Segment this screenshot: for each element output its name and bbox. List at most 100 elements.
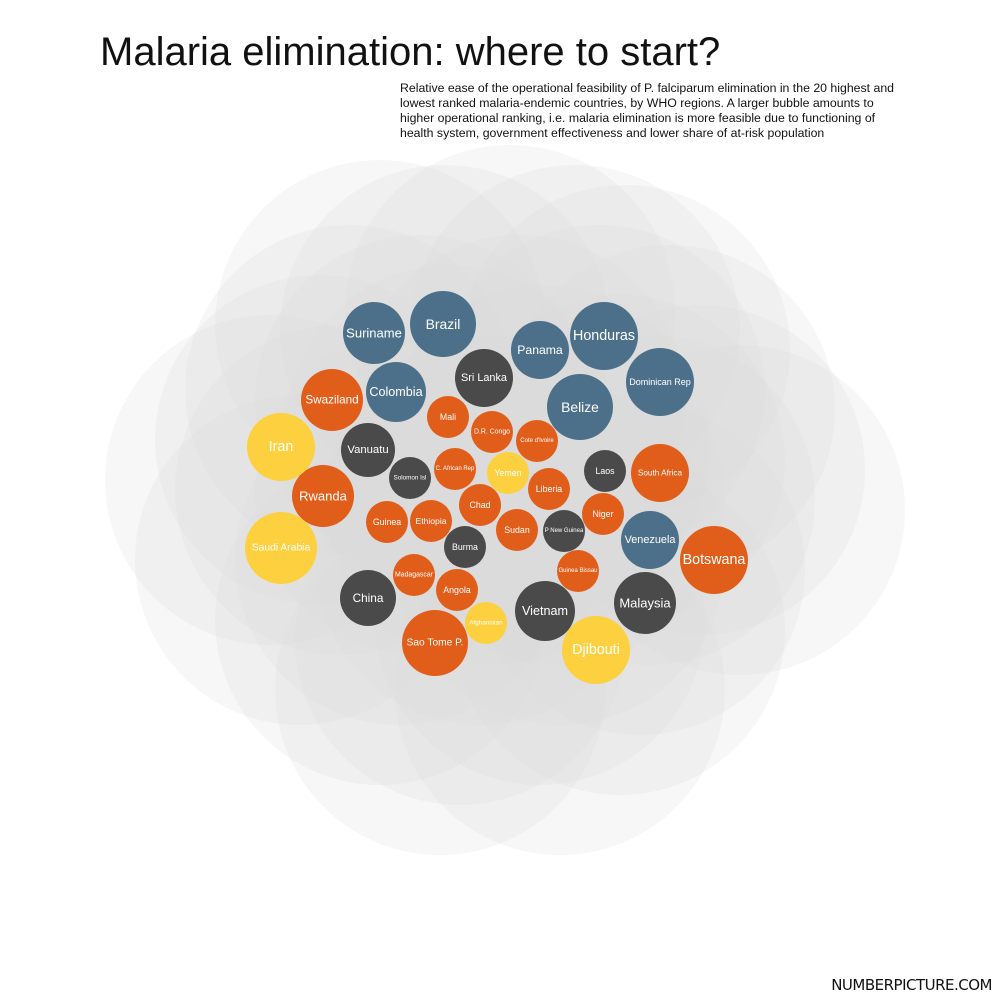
bubble-label: Venezuela [625,534,677,546]
bubble-circle [341,423,395,477]
bubble-dominican-rep: Dominican Rep [626,348,694,416]
background-circle [535,305,865,635]
bubble-circle [340,570,396,626]
bubble-circle [680,526,748,594]
bubble-circle [621,511,679,569]
bubble-label: China [353,591,384,605]
bubble-cote-d-ivoire: Cote d'Ivoire [516,420,558,462]
bubble-sudan: Sudan [496,509,538,551]
bubble-circle [459,484,501,526]
bubble-p-new-guinea: P New Guinea [543,510,585,552]
bubble-label: Honduras [573,328,635,344]
bubble-circle [543,510,585,552]
bubble-burma: Burma [444,526,486,568]
bubble-swaziland: Swaziland [301,369,363,431]
bubble-label: Saudi Arabia [252,543,311,554]
bubble-label: Sao Tome P. [407,638,464,649]
bubble-circle [465,602,507,644]
bubble-circle [562,616,630,684]
bubble-circle [393,554,435,596]
bubble-label: Madagascar [395,572,434,579]
bubble-rwanda: Rwanda [292,465,354,527]
bubble-circle [570,302,638,370]
bubble-botswana: Botswana [680,526,748,594]
bubble-guinea-bissau: Guinea Bissau [557,550,599,592]
page-title: Malaria elimination: where to start? [100,30,721,74]
bubble-vietnam: Vietnam [515,581,575,641]
bubble-label: Vietnam [522,604,568,618]
bubble-label: Belize [561,399,599,415]
bubble-circle [455,349,513,407]
bubble-mali: Mali [427,396,469,438]
bubble-belize: Belize [547,374,613,440]
bubble-solomon-isl: Solomon Isl [389,457,431,499]
bubble-malaysia: Malaysia [614,572,676,634]
bubble-circle [557,550,599,592]
bubble-circle [626,348,694,416]
footer-brand: NUMBERPICTURE.COM [831,976,992,994]
bubble-label: Niger [592,509,613,519]
bubble-circle [528,468,570,510]
bubble-label: Sudan [504,525,530,535]
bubble-circle [301,369,363,431]
bubble-suriname: Suriname [343,302,405,364]
bubble-sri-lanka: Sri Lanka [455,349,513,407]
bubble-panama: Panama [511,321,569,379]
bubble-circle [389,457,431,499]
bubble-label: South Africa [638,469,683,478]
bubble-label: Guinea [373,517,401,527]
bubble-label: Colombia [369,385,422,399]
bubble-honduras: Honduras [570,302,638,370]
bubble-label: Cote d'Ivoire [520,438,554,444]
bubble-label: Swaziland [305,394,358,407]
bubble-madagascar: Madagascar [393,554,435,596]
bubble-circle [245,512,317,584]
bubble-label: Afghanistan [469,620,503,627]
bubble-niger: Niger [582,493,624,535]
bubble-circle [511,321,569,379]
bubble-saudi-arabia: Saudi Arabia [245,512,317,584]
bubble-label: D.R. Congo [474,429,510,436]
bubble-circle [427,396,469,438]
bubble-guinea: Guinea [366,501,408,543]
bubble-vanuatu: Vanuatu [341,423,395,477]
country-bubbles: Brazil Suriname Panama Honduras Dominican Re… [245,291,748,684]
bubble-label: Burma [452,542,478,552]
bubble-label: Rwanda [299,489,347,504]
bubble-circle [410,500,452,542]
bubble-d-r-congo: D.R. Congo [471,411,513,453]
bubble-circle [584,450,626,492]
bubble-circle [292,465,354,527]
bubble-circle [343,302,405,364]
bubble-circle [516,420,558,462]
bubble-circle [436,569,478,611]
bubble-circle [515,581,575,641]
bubble-circle [582,493,624,535]
bubble-circle [366,501,408,543]
bubble-circle [434,448,476,490]
bubble-label: P New Guinea [545,528,584,534]
bubble-circle [471,411,513,453]
bubble-label: C. African Rep [436,466,475,472]
bubble-label: Chad [469,500,490,510]
bubble-label: Suriname [346,326,402,341]
bubble-colombia: Colombia [366,362,426,422]
bubble-label: Ethiopia [415,516,446,526]
bubble-circle [631,444,689,502]
bubble-label: Panama [517,343,563,357]
bubble-ethiopia: Ethiopia [410,500,452,542]
bubble-venezuela: Venezuela [621,511,679,569]
bubble-laos: Laos [584,450,626,492]
bubble-label: Sri Lanka [461,372,508,384]
bubble-c-african-rep: C. African Rep [434,448,476,490]
bubble-south-africa: South Africa [631,444,689,502]
bubble-afghanistan: Afghanistan [465,602,507,644]
bubble-circle [547,374,613,440]
bubble-iran: Iran [247,413,315,481]
bubble-label: Mali [440,412,456,422]
bubble-liberia: Liberia [528,468,570,510]
bubble-label: Dominican Rep [629,377,691,387]
bubble-label: Brazil [426,316,461,332]
bubble-label: Solomon Isl [394,475,427,482]
